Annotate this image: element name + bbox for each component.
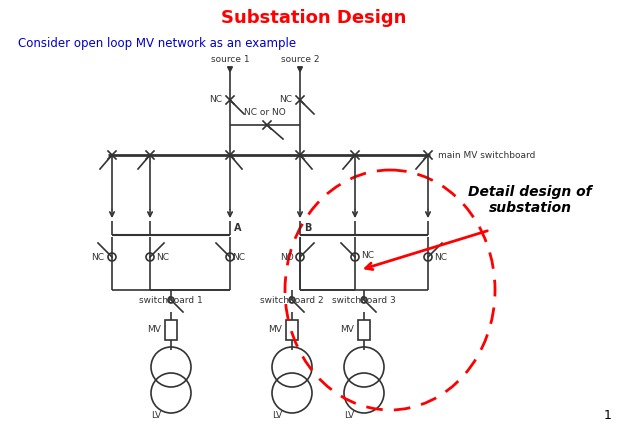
Text: NC: NC — [434, 253, 447, 262]
Text: NC: NC — [91, 253, 104, 262]
Text: NO: NO — [280, 253, 294, 262]
Text: A: A — [234, 223, 242, 233]
Text: switchboard 2: switchboard 2 — [260, 296, 324, 305]
Bar — [165, 320, 177, 340]
Text: Detail design of
substation: Detail design of substation — [468, 185, 592, 215]
Text: LV: LV — [344, 411, 354, 420]
Text: NC or NO: NC or NO — [244, 108, 286, 117]
Text: B: B — [304, 223, 311, 233]
Text: MV: MV — [147, 326, 161, 335]
Text: source 2: source 2 — [281, 55, 319, 64]
Text: main MV switchboard: main MV switchboard — [438, 151, 536, 160]
Text: LV: LV — [272, 411, 282, 420]
Text: NC: NC — [361, 251, 374, 260]
Text: MV: MV — [340, 326, 354, 335]
Text: LV: LV — [151, 411, 161, 420]
Text: Substation Design: Substation Design — [221, 9, 407, 27]
Text: switchboard 1: switchboard 1 — [139, 296, 203, 305]
Text: NC: NC — [209, 95, 222, 105]
Text: NC: NC — [279, 95, 292, 105]
Text: Consider open loop MV network as an example: Consider open loop MV network as an exam… — [18, 37, 296, 50]
Bar — [358, 320, 370, 340]
Text: NC: NC — [232, 253, 245, 262]
Text: NC: NC — [156, 253, 169, 262]
Text: source 1: source 1 — [210, 55, 249, 64]
Bar — [286, 320, 298, 340]
Text: 1: 1 — [604, 409, 612, 422]
Text: switchboard 3: switchboard 3 — [332, 296, 396, 305]
Text: MV: MV — [268, 326, 282, 335]
